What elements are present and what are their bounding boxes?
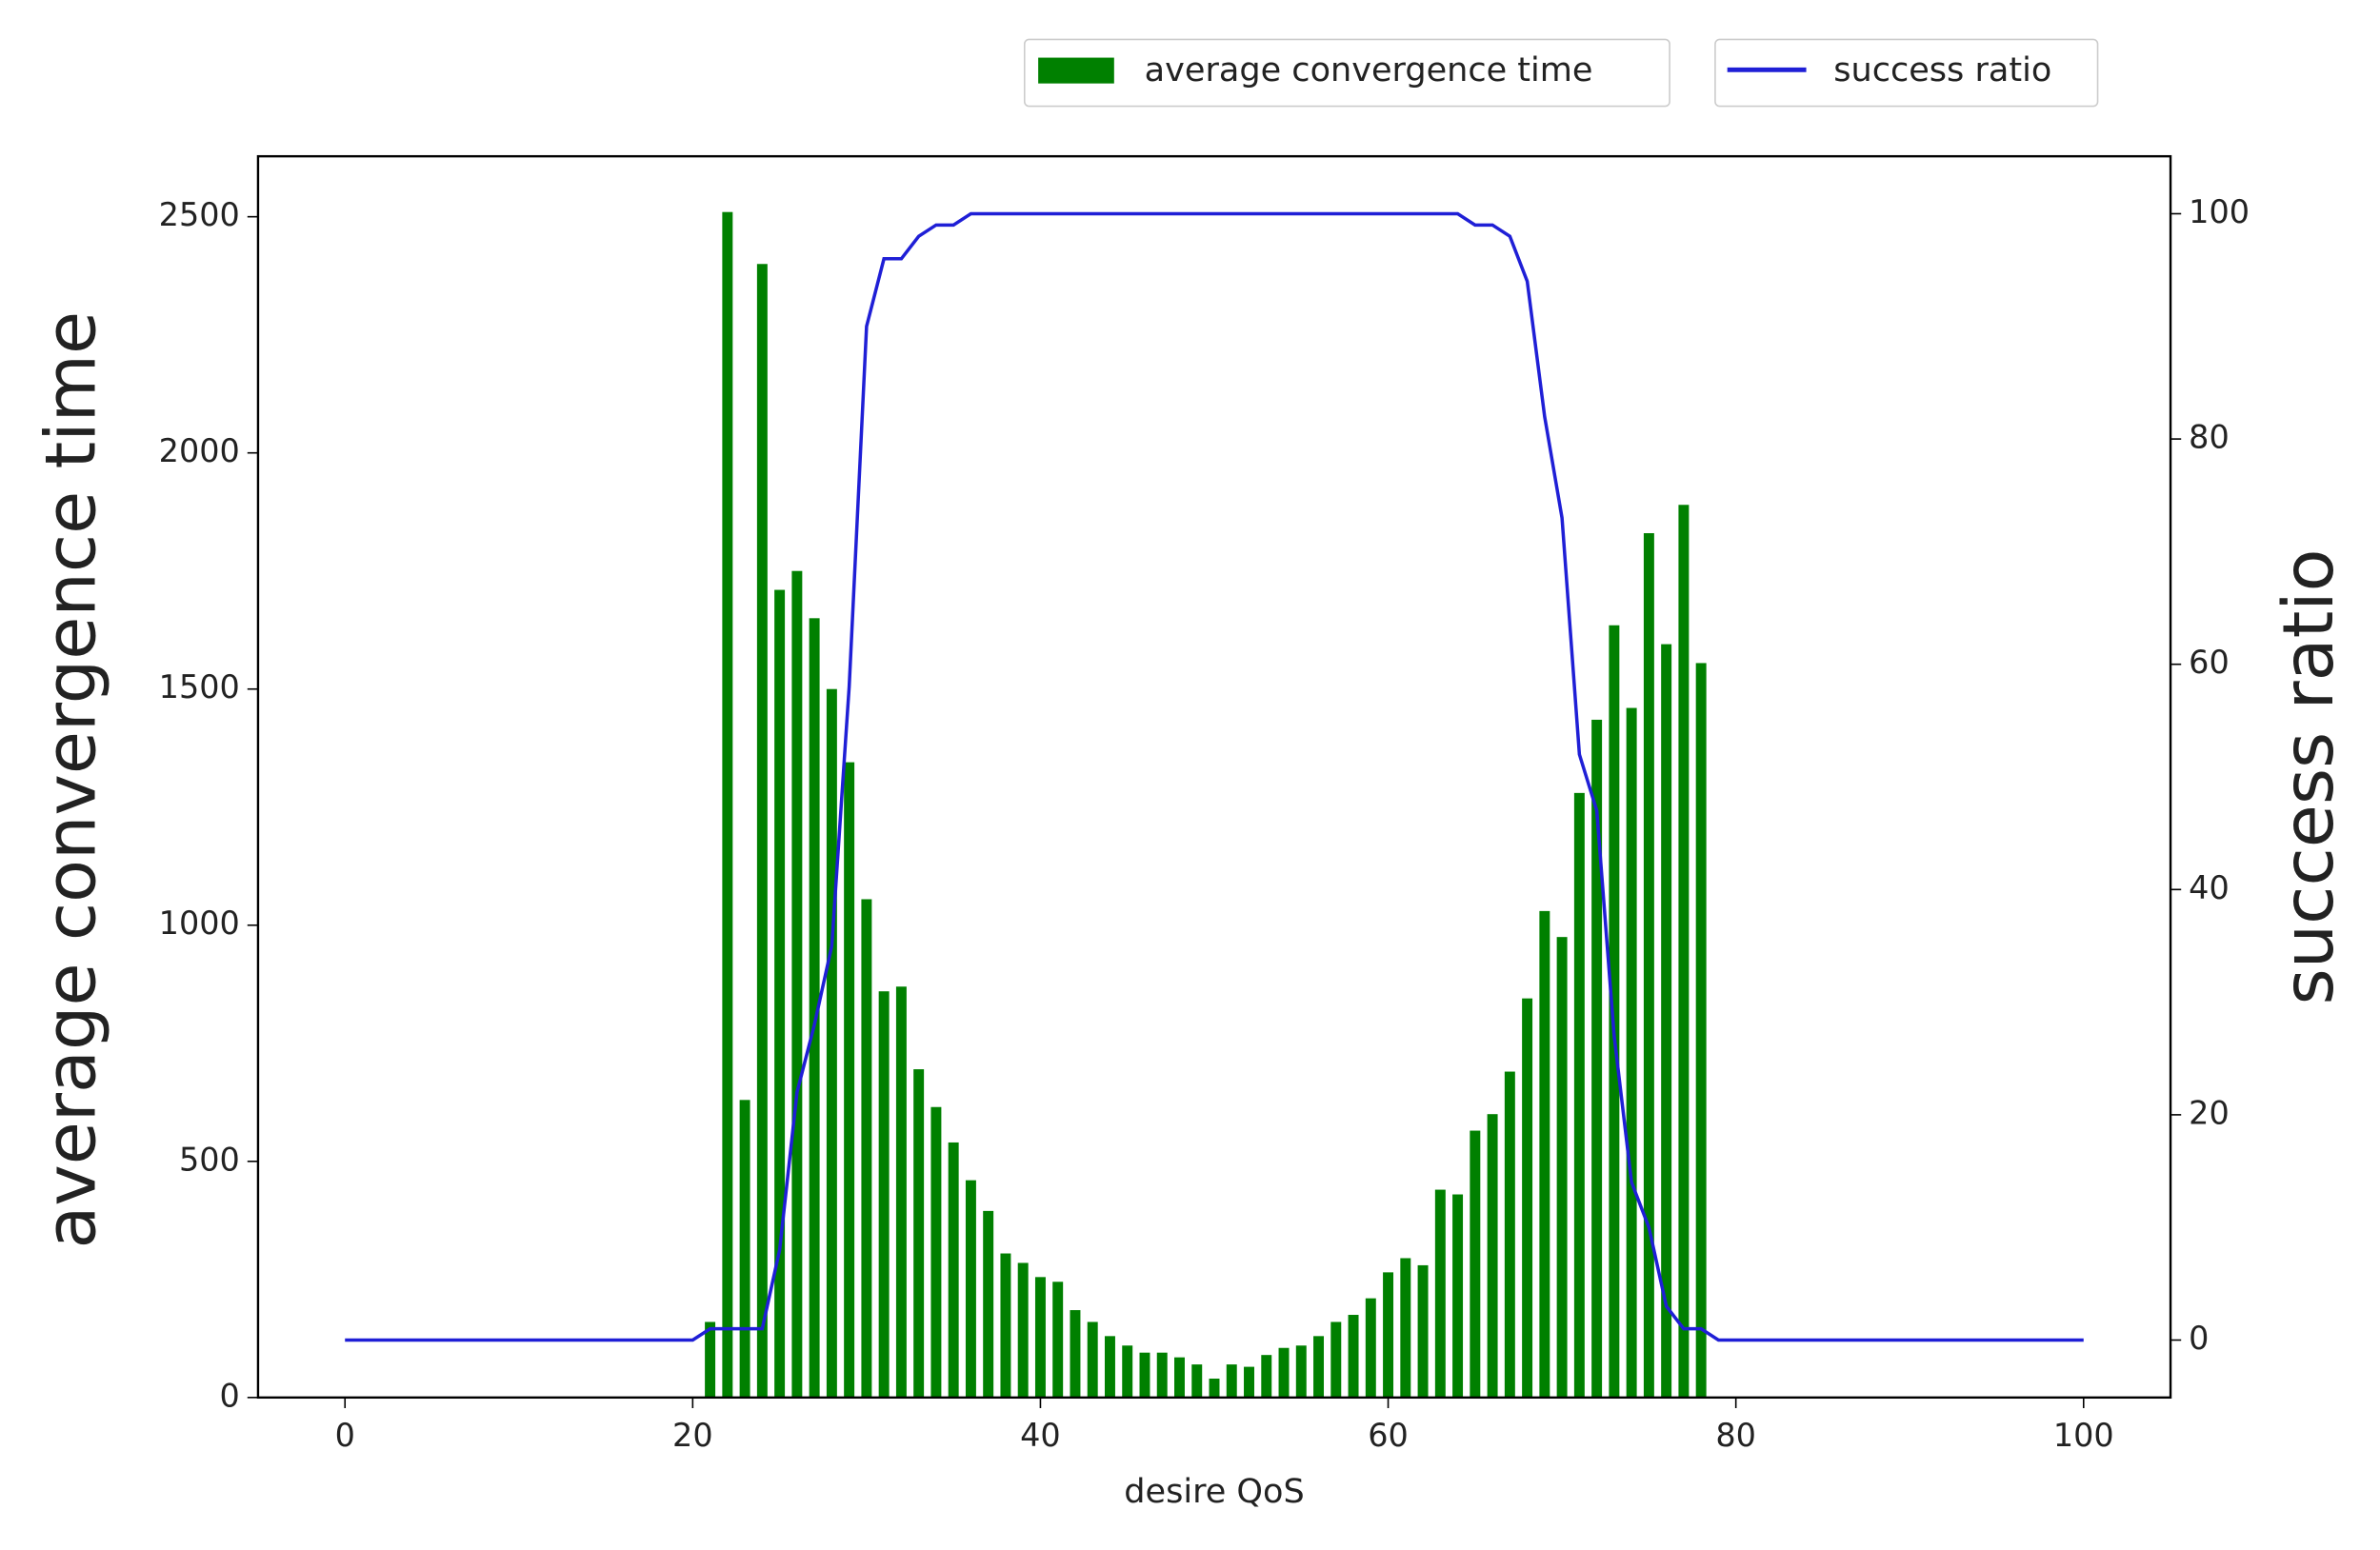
x-tick-label: 20 — [672, 1417, 713, 1454]
bar — [861, 899, 872, 1398]
bar — [1470, 1130, 1481, 1398]
y-tick-label: 0 — [220, 1377, 240, 1414]
y2-tick-label: 0 — [2189, 1320, 2209, 1357]
y2-tick-label: 80 — [2189, 419, 2230, 456]
y-axis-label: average convergence time — [31, 311, 112, 1249]
bar — [844, 762, 855, 1398]
bar — [1556, 937, 1568, 1398]
bar — [1000, 1253, 1011, 1398]
y-tick-label: 2000 — [159, 432, 240, 469]
y2-axis-label: success ratio — [2269, 548, 2350, 1004]
y-tick-label: 500 — [179, 1141, 240, 1178]
bar — [1330, 1321, 1342, 1398]
bar — [1417, 1264, 1429, 1398]
bar — [1452, 1194, 1464, 1398]
y2-tick-label: 40 — [2189, 869, 2230, 906]
bar — [1348, 1315, 1359, 1398]
bar — [1122, 1345, 1133, 1398]
bar — [1434, 1189, 1446, 1398]
bar — [1313, 1336, 1325, 1398]
legend-box — [1023, 38, 1670, 108]
bar — [913, 1069, 925, 1398]
legend-box — [1714, 38, 2099, 108]
bar — [1087, 1321, 1098, 1398]
bar — [1226, 1364, 1237, 1398]
bar — [1261, 1355, 1272, 1398]
legend-label: average convergence time — [1145, 50, 1593, 89]
bar — [1643, 533, 1654, 1398]
legend-label: success ratio — [1833, 50, 2051, 89]
bar — [1539, 910, 1550, 1398]
bar — [1104, 1336, 1115, 1398]
bar — [1278, 1347, 1290, 1398]
y-tick-label: 2500 — [159, 196, 240, 233]
bar — [826, 688, 837, 1398]
bar — [1156, 1352, 1168, 1398]
bar — [809, 618, 820, 1398]
bar — [983, 1210, 994, 1398]
bar — [705, 1321, 716, 1398]
bar — [930, 1106, 942, 1398]
x-tick-label: 40 — [1020, 1417, 1061, 1454]
x-tick-label: 80 — [1715, 1417, 1756, 1454]
bar — [1365, 1298, 1376, 1398]
bar — [1017, 1262, 1029, 1398]
bar — [739, 1100, 750, 1398]
bar — [774, 589, 786, 1398]
y-tick-label: 1000 — [159, 904, 240, 942]
plot-frame — [256, 154, 2172, 1400]
bar — [948, 1142, 959, 1398]
bar — [1609, 625, 1620, 1398]
y2-tick-label: 60 — [2189, 644, 2230, 681]
bar — [1591, 719, 1603, 1398]
bar — [1052, 1282, 1064, 1398]
bar — [1661, 644, 1672, 1398]
bar — [1295, 1345, 1307, 1398]
bar — [1209, 1378, 1220, 1398]
legend-swatch — [1038, 57, 1114, 84]
line — [345, 211, 2084, 1342]
bar — [1695, 663, 1707, 1398]
bar — [895, 986, 907, 1398]
bar — [1626, 707, 1637, 1398]
x-axis-label: desire QoS — [1124, 1472, 1304, 1511]
bar — [1070, 1310, 1081, 1398]
bar — [1487, 1114, 1498, 1398]
bar — [1191, 1364, 1203, 1398]
bar — [1034, 1277, 1046, 1398]
bar — [1244, 1366, 1254, 1398]
bar — [1174, 1357, 1185, 1398]
bar — [722, 211, 733, 1398]
bar — [756, 264, 768, 1398]
y2-tick-label: 100 — [2189, 193, 2250, 230]
bar — [1522, 998, 1533, 1398]
bar — [878, 991, 890, 1398]
y-tick-label: 1500 — [159, 668, 240, 705]
bar — [791, 570, 803, 1398]
bar — [965, 1180, 976, 1398]
bar — [1383, 1272, 1394, 1398]
bar — [1678, 505, 1690, 1398]
bar — [1400, 1258, 1411, 1398]
bar — [1504, 1071, 1515, 1398]
bar — [1139, 1352, 1150, 1398]
x-tick-label: 100 — [2053, 1417, 2114, 1454]
bar — [1573, 792, 1585, 1398]
x-tick-label: 60 — [1368, 1417, 1409, 1454]
y2-tick-label: 20 — [2189, 1094, 2230, 1131]
x-tick-label: 0 — [335, 1417, 355, 1454]
